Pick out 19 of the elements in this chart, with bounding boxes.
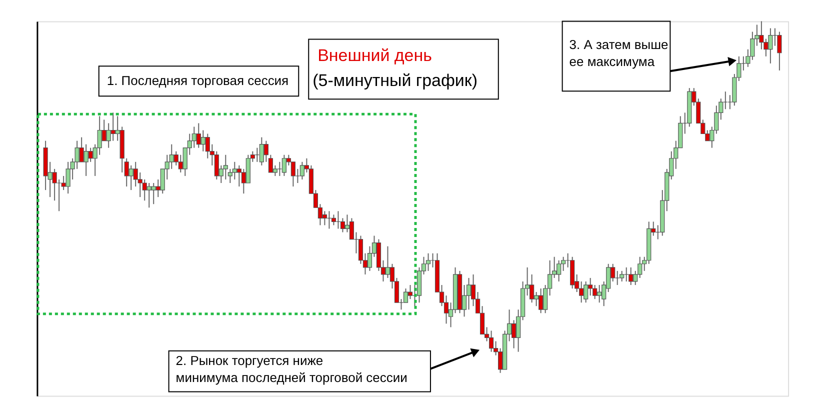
candlestick	[426, 252, 431, 272]
candlestick	[777, 31, 782, 71]
candlestick	[331, 214, 336, 226]
candlestick	[264, 140, 268, 162]
text: Внешний день	[318, 46, 432, 66]
annotation: 2. Рынок торгуется ниже минимума последней торговой сессии	[176, 352, 408, 385]
candlestick	[628, 266, 634, 286]
candlestick	[488, 330, 494, 352]
candlestick	[403, 288, 408, 304]
candlestick	[223, 154, 228, 180]
candlestick	[340, 218, 346, 233]
candlestick	[290, 161, 296, 188]
candlestick	[620, 270, 624, 282]
candlestick	[408, 284, 413, 300]
text: (5-минутный график)	[312, 71, 478, 90]
candlestick	[322, 210, 327, 226]
annotation: 1. Последняя торговая сессия	[106, 73, 289, 88]
annotation: 3. А затем выше ее максимума	[569, 37, 668, 70]
candlestick	[385, 246, 390, 278]
